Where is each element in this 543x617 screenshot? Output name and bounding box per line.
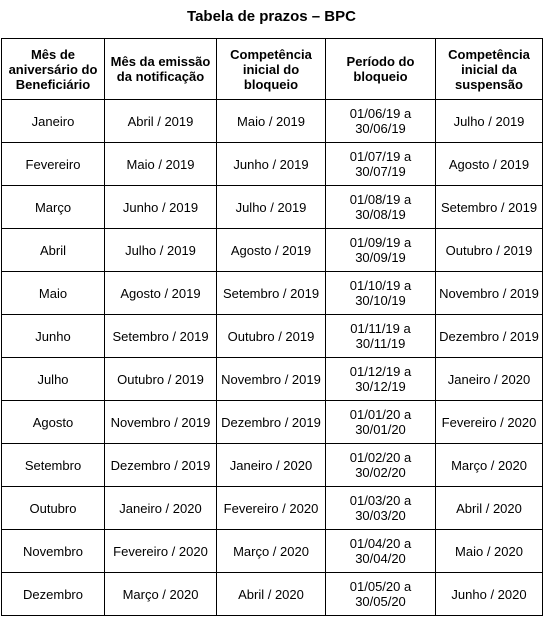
cell-block-period: 01/10/19 a 30/10/19 (325, 271, 436, 315)
cell-block-period: 01/09/19 a 30/09/19 (325, 228, 436, 272)
cell-block-period: 01/12/19 a 30/12/19 (325, 357, 436, 401)
table-row: Janeiro Abril / 2019 Maio / 2019 01/06/19 a… (1, 99, 543, 143)
table-row: Maio Agosto / 2019 Setembro / 2019 01/10/19… (1, 271, 543, 315)
cell-birth-month: Fevereiro (1, 142, 105, 186)
cell-birth-month: Outubro (1, 486, 105, 530)
cell-notification-month: Junho / 2019 (104, 185, 217, 229)
cell-notification-month: Agosto / 2019 (104, 271, 217, 315)
cell-notification-month: Maio / 2019 (104, 142, 217, 186)
header-notification-month: Mês da emissão da notificação (104, 38, 217, 100)
table-row: Abril Julho / 2019 Agosto / 2019 01/09/19 a… (1, 228, 543, 272)
cell-block-start: Maio / 2019 (216, 99, 326, 143)
cell-block-start: Abril / 2020 (216, 572, 326, 616)
header-row: Mês de aniversário do Beneficiário Mês d… (1, 38, 543, 100)
cell-suspension-start: Março / 2020 (435, 443, 543, 487)
cell-notification-month: Março / 2020 (104, 572, 217, 616)
cell-birth-month: Novembro (1, 529, 105, 573)
cell-block-period: 01/08/19 a 30/08/19 (325, 185, 436, 229)
cell-notification-month: Janeiro / 2020 (104, 486, 217, 530)
cell-block-period: 01/03/20 a 30/03/20 (325, 486, 436, 530)
cell-notification-month: Abril / 2019 (104, 99, 217, 143)
cell-block-start: Março / 2020 (216, 529, 326, 573)
header-block-period: Período do bloqueio (325, 38, 436, 100)
cell-birth-month: Março (1, 185, 105, 229)
cell-block-period: 01/05/20 a 30/05/20 (325, 572, 436, 616)
cell-block-start: Julho / 2019 (216, 185, 326, 229)
cell-birth-month: Dezembro (1, 572, 105, 616)
cell-block-start: Janeiro / 2020 (216, 443, 326, 487)
cell-notification-month: Fevereiro / 2020 (104, 529, 217, 573)
cell-birth-month: Julho (1, 357, 105, 401)
cell-block-start: Junho / 2019 (216, 142, 326, 186)
table-row: Novembro Fevereiro / 2020 Março / 2020 01/0… (1, 529, 543, 573)
cell-birth-month: Setembro (1, 443, 105, 487)
cell-block-period: 01/01/20 a 30/01/20 (325, 400, 436, 444)
cell-suspension-start: Junho / 2020 (435, 572, 543, 616)
cell-notification-month: Setembro / 2019 (104, 314, 217, 358)
cell-suspension-start: Novembro / 2019 (435, 271, 543, 315)
table-title: Tabela de prazos – BPC (187, 8, 356, 25)
cell-suspension-start: Maio / 2020 (435, 529, 543, 573)
cell-suspension-start: Outubro / 2019 (435, 228, 543, 272)
cell-notification-month: Julho / 2019 (104, 228, 217, 272)
cell-block-period: 01/11/19 a 30/11/19 (325, 314, 436, 358)
cell-block-start: Outubro / 2019 (216, 314, 326, 358)
table-row: Agosto Novembro / 2019 Dezembro / 2019 01/0… (1, 400, 543, 444)
cell-suspension-start: Setembro / 2019 (435, 185, 543, 229)
cell-suspension-start: Agosto / 2019 (435, 142, 543, 186)
cell-suspension-start: Dezembro / 2019 (435, 314, 543, 358)
table-row: Fevereiro Maio / 2019 Junho / 2019 01/07/19… (1, 142, 543, 186)
cell-birth-month: Maio (1, 271, 105, 315)
cell-block-start: Setembro / 2019 (216, 271, 326, 315)
cell-block-period: 01/04/20 a 30/04/20 (325, 529, 436, 573)
cell-suspension-start: Julho / 2019 (435, 99, 543, 143)
cell-birth-month: Agosto (1, 400, 105, 444)
cell-block-period: 01/06/19 a 30/06/19 (325, 99, 436, 143)
cell-birth-month: Abril (1, 228, 105, 272)
header-birth-month: Mês de aniversário do Beneficiário (1, 38, 105, 100)
cell-notification-month: Dezembro / 2019 (104, 443, 217, 487)
cell-block-start: Novembro / 2019 (216, 357, 326, 401)
table-row: Dezembro Março / 2020 Abril / 2020 01/05/20… (1, 572, 543, 616)
cell-suspension-start: Abril / 2020 (435, 486, 543, 530)
cell-notification-month: Outubro / 2019 (104, 357, 217, 401)
table-row: Março Junho / 2019 Julho / 2019 01/08/19 a … (1, 185, 543, 229)
cell-birth-month: Junho (1, 314, 105, 358)
cell-block-period: 01/07/19 a 30/07/19 (325, 142, 436, 186)
table-row: Outubro Janeiro / 2020 Fevereiro / 2020 01/… (1, 486, 543, 530)
header-suspension-start: Competência inicial da suspensão (435, 38, 543, 100)
cell-notification-month: Novembro / 2019 (104, 400, 217, 444)
cell-suspension-start: Janeiro / 2020 (435, 357, 543, 401)
table-row: Setembro Dezembro / 2019 Janeiro / 2020 01/… (1, 443, 543, 487)
table-row: Junho Setembro / 2019 Outubro / 2019 01/11/… (1, 314, 543, 358)
cell-block-start: Fevereiro / 2020 (216, 486, 326, 530)
cell-block-period: 01/02/20 a 30/02/20 (325, 443, 436, 487)
cell-block-start: Dezembro / 2019 (216, 400, 326, 444)
cell-block-start: Agosto / 2019 (216, 228, 326, 272)
header-block-start: Competência inicial do bloqueio (216, 38, 326, 100)
cell-birth-month: Janeiro (1, 99, 105, 143)
deadlines-table: Mês de aniversário do Beneficiário Mês d… (1, 38, 543, 616)
table-row: Julho Outubro / 2019 Novembro / 2019 01/12/… (1, 357, 543, 401)
cell-suspension-start: Fevereiro / 2020 (435, 400, 543, 444)
